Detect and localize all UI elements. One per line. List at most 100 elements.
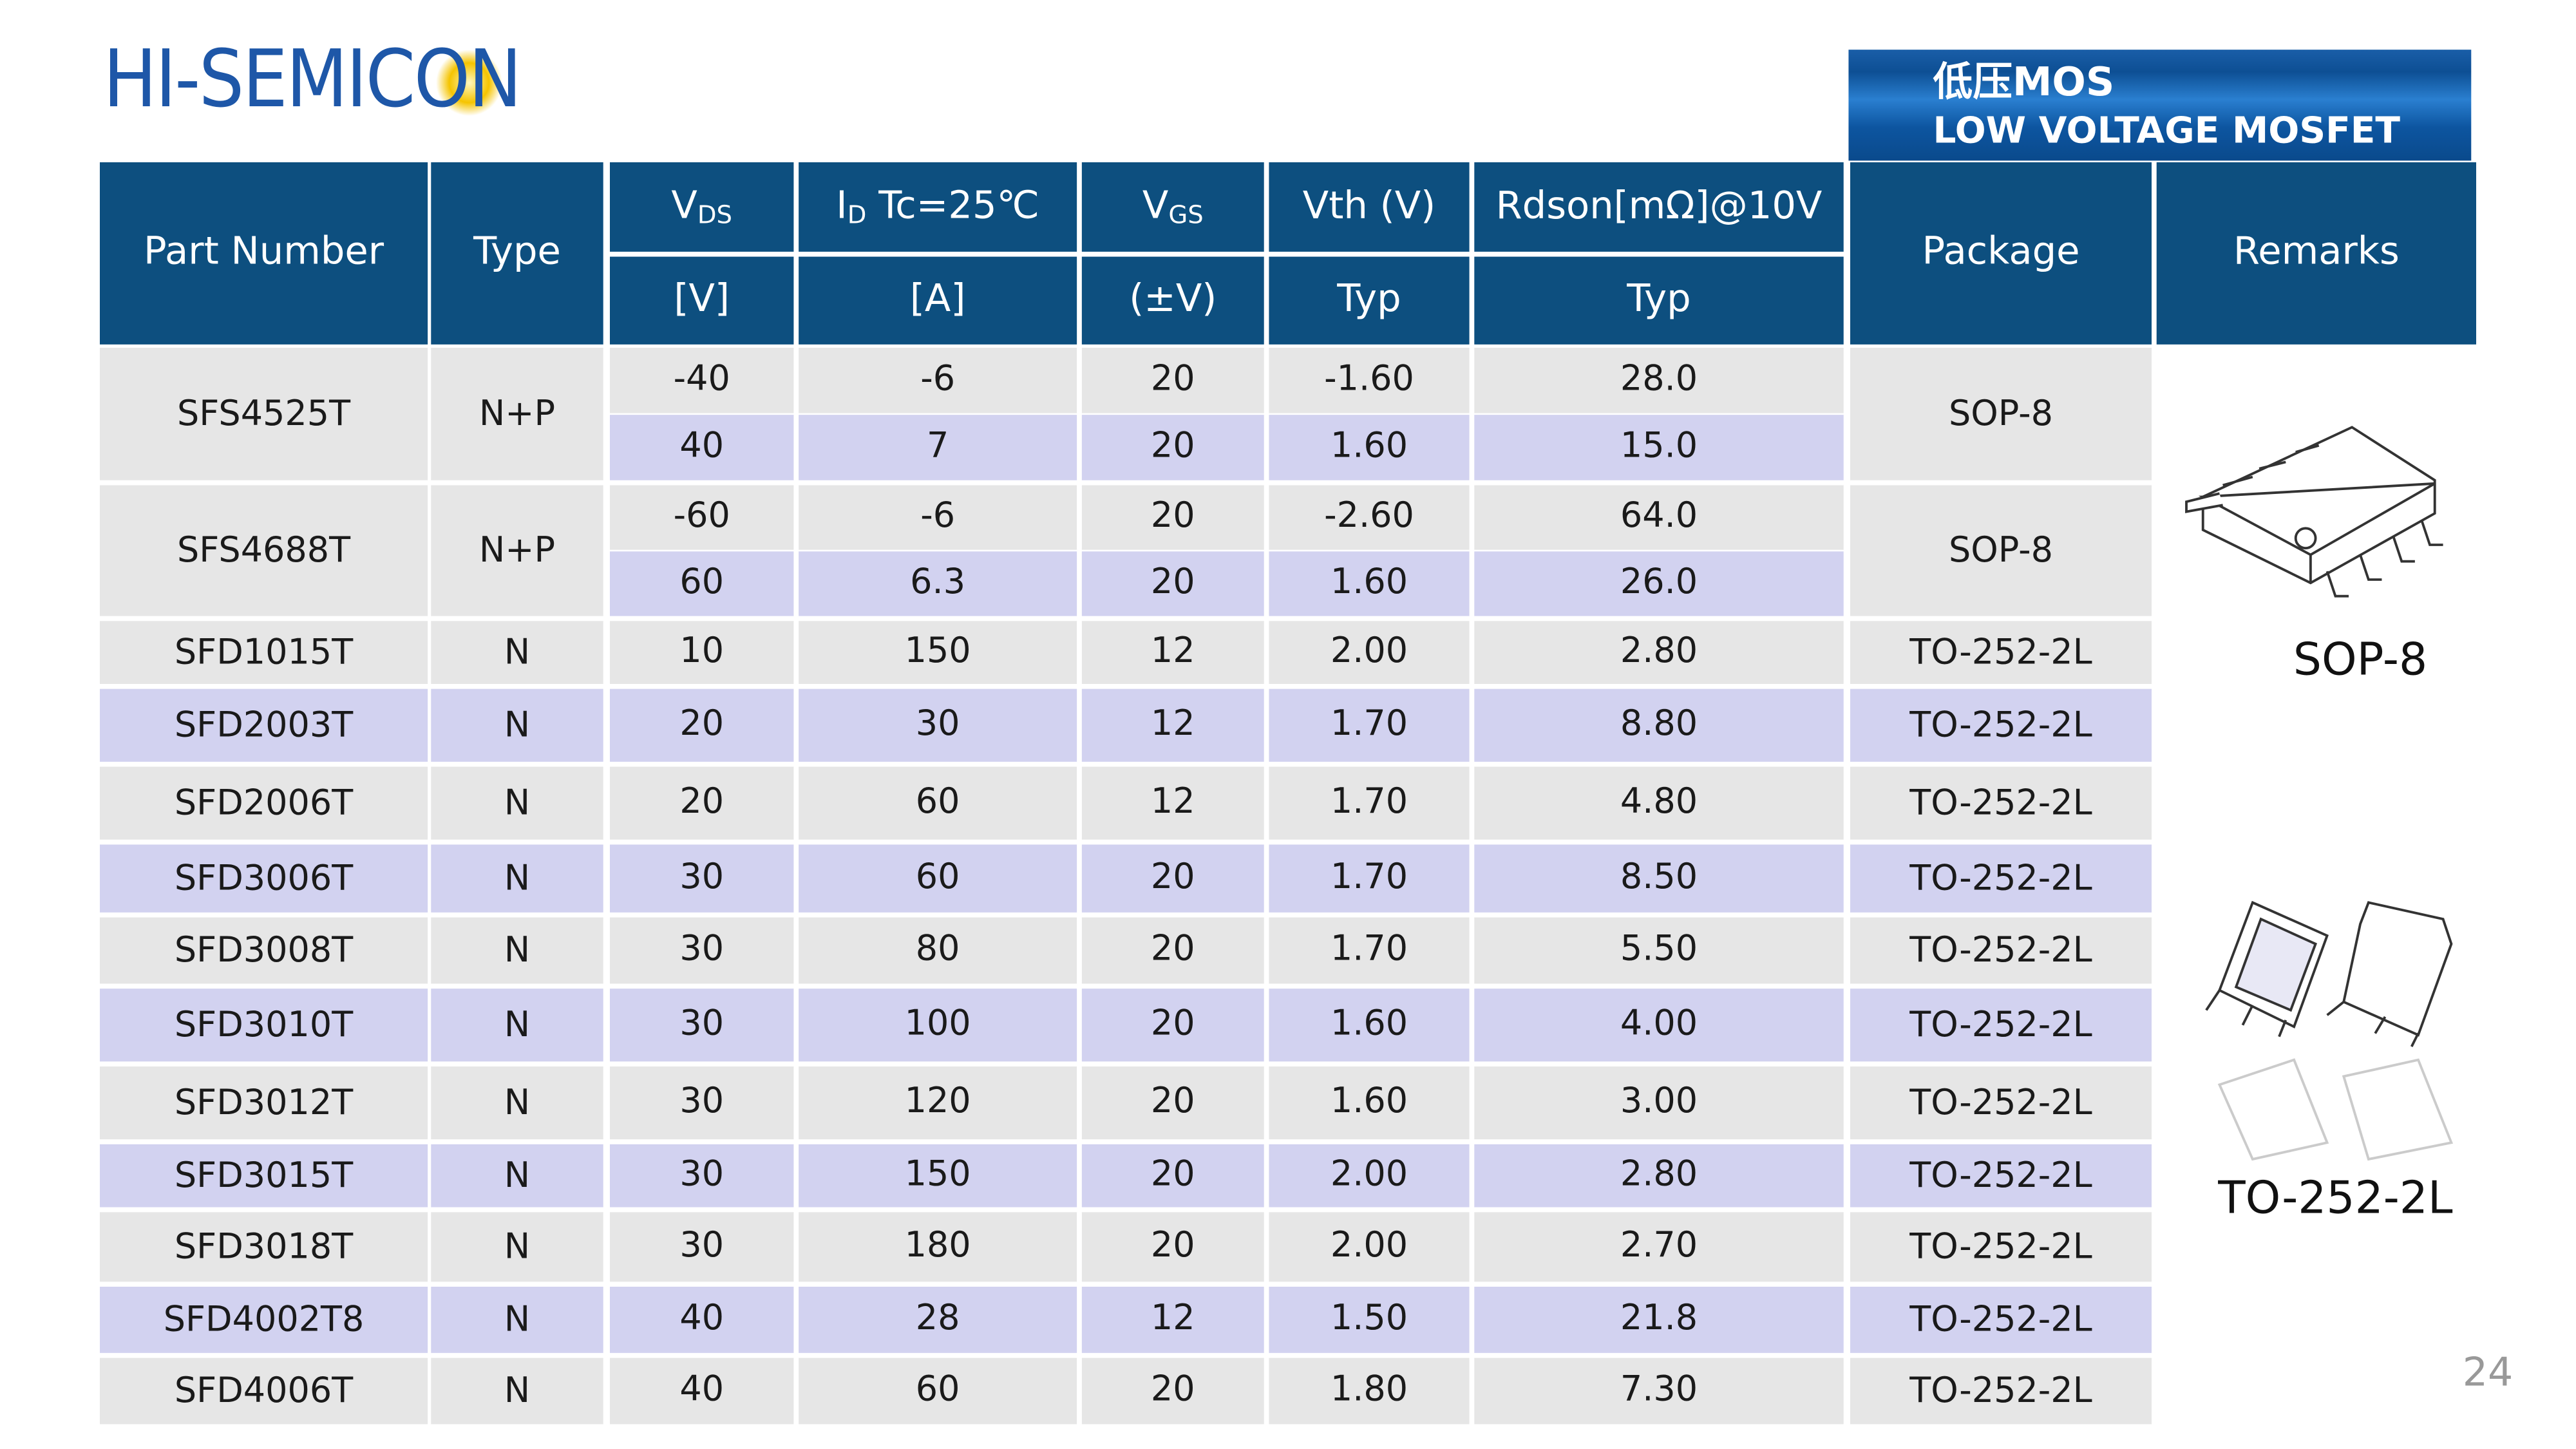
cell-text: TO-252-2L [1909,1226,2092,1266]
cell-text: 1.60 [1331,561,1408,601]
header-label: Vth (V) [1303,183,1435,227]
cell-text: 60 [916,781,960,821]
cell [799,917,1077,984]
cell-text: 30 [679,1080,724,1121]
cell-text: SFD3015T [175,1155,354,1195]
cell [799,1144,1077,1208]
cell-text: SFD3006T [175,857,354,898]
cell-text: 100 [905,1002,971,1043]
cell-text: 1.50 [1331,1297,1408,1338]
cell [1474,688,1844,762]
cell-text: 20 [679,781,724,821]
cell-text: 20 [1151,1368,1195,1409]
cell [799,1287,1077,1353]
header-unit: [V] [674,276,730,320]
cell-text: SOP-8 [1949,529,2053,570]
cell [1081,551,1264,616]
header-rest: Tc=25℃ [866,183,1039,227]
cell-text: N [504,1155,530,1195]
cell-text: 30 [679,928,724,969]
header-unit: [A] [910,276,966,320]
cell [1850,1144,2152,1208]
cell-text: 12 [1151,630,1195,670]
cell-text: 20 [1151,1080,1195,1121]
cell [799,348,1077,413]
header-cell [1850,162,2152,345]
cell-text: 12 [1151,781,1195,821]
cell [1081,348,1264,413]
header-cell [2156,162,2476,345]
cell [100,766,428,840]
cell-text: 30 [679,856,724,896]
cell-text: 20 [1151,1153,1195,1193]
cell [610,844,794,913]
cell-text: 2.00 [1331,1153,1408,1193]
cell [1474,348,1844,413]
header-sub: D [848,200,867,229]
cell-text: 7.30 [1620,1368,1698,1409]
cell-text: 20 [1151,856,1195,896]
cell [100,917,428,984]
cell-text: 1.60 [1331,425,1408,466]
cell [431,1066,603,1140]
cell [431,989,603,1062]
cell [431,348,603,480]
header-cell [610,256,794,345]
cell-text: 1.60 [1331,1002,1408,1043]
cell-text: 1.60 [1331,1080,1408,1121]
cell [1474,917,1844,984]
cell [1269,1144,1470,1208]
cell-text: TO-252-2L [1909,929,2092,970]
sop8-label: SOP-8 [2293,634,2427,686]
cell-text: SFD3010T [175,1004,354,1045]
cell-text: 1.70 [1331,781,1408,821]
cell-text: SFD1015T [175,631,354,672]
cell [1474,766,1844,840]
cell-text: -2.60 [1324,495,1414,535]
cell [100,1066,428,1140]
cell-text: 80 [916,928,960,969]
cell [1269,766,1470,840]
cell-text: -40 [674,357,730,398]
cell [610,348,794,413]
cell-text: 26.0 [1620,561,1698,601]
cell [1081,485,1264,550]
cell-text: N [504,1082,530,1122]
cell-text: 4.00 [1620,1002,1698,1043]
cell-text: N [504,782,530,822]
header-cell [431,162,603,345]
header-cell [1269,162,1470,252]
cell-text: TO-252-2L [1909,1004,2092,1045]
cell [100,1287,428,1353]
cell [100,1358,428,1425]
cell [100,1212,428,1282]
cell [610,485,794,550]
cell [431,917,603,984]
header-label: VGS [1142,183,1204,229]
cell-text: 30 [916,703,960,743]
cell-text: 64.0 [1620,495,1698,535]
cell [1474,1287,1844,1353]
cell-text: N [504,1370,530,1410]
cell-text: 28.0 [1620,357,1698,398]
cell-text: -60 [674,495,730,535]
cell-text: SFD4006T [175,1370,354,1410]
cell [431,485,603,616]
header-sub: GS [1168,200,1203,229]
badge-subtitle: LOW VOLTAGE MOSFET [1933,109,2401,151]
cell [1850,989,2152,1062]
cell [1850,1358,2152,1425]
header-unit: (±V) [1129,276,1217,320]
header-cell [100,162,428,345]
cell-text: 3.00 [1620,1080,1698,1121]
cell-text: N [504,631,530,672]
cell [1474,415,1844,480]
cell [431,1144,603,1208]
cell-text: N [504,1226,530,1266]
cell-text: 2.80 [1620,630,1698,670]
header-label: ID Tc=25℃ [836,183,1039,229]
cell [1081,844,1264,913]
cell-text: 1.70 [1331,856,1408,896]
